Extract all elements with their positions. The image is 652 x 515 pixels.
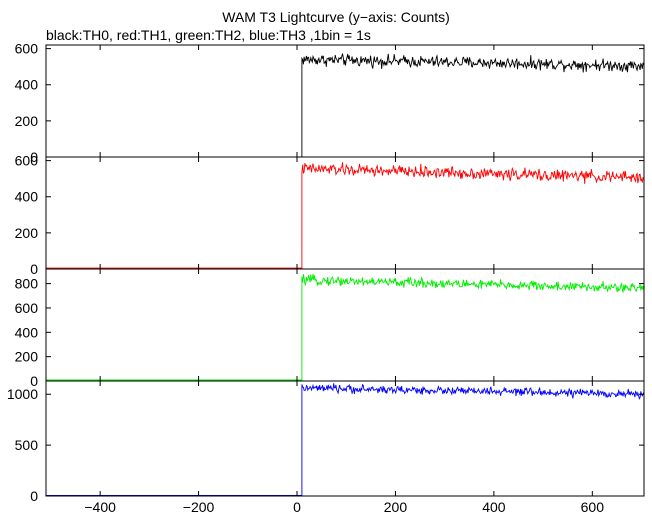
y-tick-label-TH0-400: 400 <box>15 77 39 93</box>
x-tick-label-0: 0 <box>293 499 301 515</box>
figure-subtitle: black:TH0, red:TH1, green:TH2, blue:TH3 … <box>46 27 371 43</box>
y-tick-label-TH0-0: 0 <box>30 149 38 165</box>
series-line-TH1 <box>46 162 645 269</box>
plot-frame-TH3 <box>45 380 645 497</box>
y-tick-label-TH1-400: 400 <box>15 189 39 205</box>
panel-TH0: 0 200 400 600 <box>15 41 645 165</box>
x-tick-label-200: 200 <box>384 499 408 515</box>
series-line-TH3 <box>46 383 645 496</box>
y-tick-label-TH3-1000: 1000 <box>7 386 38 402</box>
y-tick-label-TH0-600: 600 <box>15 41 39 57</box>
panel-TH1: 0 200 400 600 <box>15 153 645 277</box>
figure-title: WAM T3 Lightcurve (y−axis: Counts) <box>222 9 450 25</box>
y-tick-label-TH3-500: 500 <box>15 437 39 453</box>
x-tick-label-400: 400 <box>482 499 506 515</box>
x-tick-label--400: −400 <box>84 499 116 515</box>
y-tick-label-TH3-0: 0 <box>30 488 38 504</box>
series-line-TH0 <box>46 53 645 158</box>
y-tick-label-TH0-200: 200 <box>15 113 39 129</box>
panels-group: 0200400600020040060002004006008000500100… <box>7 41 645 515</box>
x-tick-label--200: −200 <box>183 499 215 515</box>
y-tick-label-TH2-800: 800 <box>15 276 39 292</box>
x-tick-label-600: 600 <box>581 499 605 515</box>
y-tick-label-TH2-0: 0 <box>30 373 38 389</box>
y-tick-label-TH2-200: 200 <box>15 349 39 365</box>
y-tick-label-TH2-600: 600 <box>15 300 39 316</box>
series-line-TH2 <box>46 273 645 381</box>
y-tick-label-TH1-600: 600 <box>15 153 39 169</box>
panel-TH2: 0 200 400 600 800 <box>15 268 645 389</box>
y-tick-label-TH1-0: 0 <box>30 261 38 277</box>
panel-TH3: 0 500 1000 −400 −200 0 200 400 600 <box>7 380 645 515</box>
y-tick-label-TH1-200: 200 <box>15 225 39 241</box>
y-tick-label-TH2-400: 400 <box>15 324 39 340</box>
